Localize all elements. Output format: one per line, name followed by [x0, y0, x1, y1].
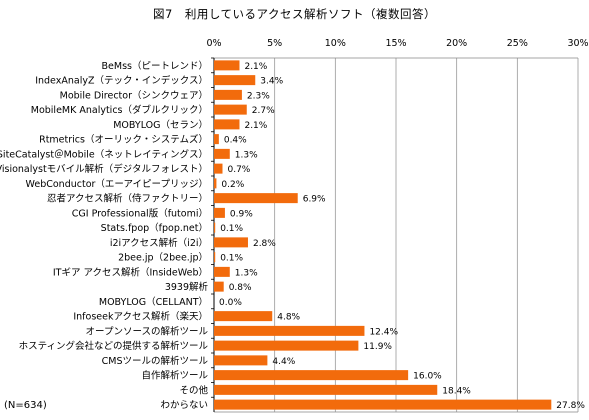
x-tick-label: 20% [446, 38, 467, 49]
category-label: Mobile Director（シンクウェア） [60, 89, 208, 101]
bar [214, 384, 438, 395]
bar [214, 399, 552, 410]
value-label: 0.2% [221, 180, 244, 190]
value-label: 4.4% [272, 357, 295, 367]
value-label: 0.7% [227, 165, 250, 175]
sample-size-note: (N=634) [4, 400, 47, 411]
category-label: その他 [179, 384, 208, 396]
x-tick-label: 5% [267, 38, 282, 49]
value-label: 0.8% [229, 283, 252, 293]
value-label: 0.4% [224, 136, 247, 146]
value-label: 2.8% [253, 239, 276, 249]
bar [214, 163, 223, 174]
value-label: 0.9% [230, 209, 253, 219]
value-label: 2.3% [247, 91, 270, 101]
category-label: 自作解析ツール [141, 370, 208, 382]
value-label: 2.7% [252, 106, 275, 116]
value-label: 0.1% [220, 254, 243, 264]
value-label: 0.1% [220, 224, 243, 234]
category-label: 2bee.jp（2bee.jp） [118, 252, 208, 264]
category-label: Infoseekアクセス解析（楽天） [73, 311, 208, 323]
bar [214, 89, 242, 100]
category-label: Visionalystモバイル解析（デジタルフォレスト） [0, 163, 208, 175]
x-tick-label: 30% [567, 38, 588, 49]
value-label: 27.8% [556, 401, 585, 411]
bar [214, 207, 225, 218]
x-tick-label: 0% [206, 38, 221, 49]
bar [214, 60, 240, 71]
value-label: 1.3% [235, 150, 258, 160]
value-label: 3.4% [260, 77, 283, 87]
category-label: 3939解析 [165, 281, 209, 293]
bar [214, 193, 298, 204]
category-label: 忍者アクセス解析（侍ファクトリー） [47, 193, 208, 205]
category-label: Rtmetrics（オーリック・システムズ） [39, 134, 208, 146]
category-label: オープンソースの解析ツール [86, 325, 209, 337]
value-label: 18.4% [442, 386, 471, 396]
bar [214, 104, 247, 115]
bar [214, 281, 224, 292]
bar [214, 134, 219, 145]
category-label: WebConductor（エーアイピープリッジ） [26, 178, 208, 190]
chart-title: 図7 利用しているアクセス解析ソフト（複数回答） [153, 7, 436, 21]
value-label: 12.4% [369, 327, 398, 337]
x-tick-label: 15% [385, 38, 406, 49]
category-label: BeMss（ピートレンド） [102, 60, 208, 72]
value-label: 0.0% [219, 298, 242, 308]
bar [214, 148, 230, 159]
category-label: CGI Professional版（futomi） [72, 207, 208, 219]
category-label: MobileMK Analytics（ダブルクリック） [31, 104, 208, 116]
bar [214, 252, 216, 263]
value-label: 4.8% [277, 313, 300, 323]
bar [214, 237, 248, 248]
bar [214, 311, 273, 322]
bar [214, 355, 268, 366]
value-label: 6.9% [303, 195, 326, 205]
category-label: i2iアクセス解析（i2i） [110, 237, 208, 249]
category-label: IndexAnalyZ（テック・インデックス） [35, 75, 208, 87]
bar [214, 119, 240, 130]
category-label: わからない [160, 400, 208, 411]
category-label: ITギア アクセス解析（InsideWeb） [53, 266, 208, 278]
bar [214, 178, 217, 189]
x-tick-label: 10% [325, 38, 346, 49]
category-label: MOBYLOG（CELLANT） [99, 296, 208, 308]
bar [214, 266, 230, 277]
bar [214, 222, 216, 233]
category-label: Stats.fpop（fpop.net） [101, 222, 208, 234]
value-label: 2.1% [244, 121, 267, 131]
category-label: CMSツールの解析ツール [102, 355, 209, 367]
value-label: 16.0% [413, 372, 442, 382]
bar [214, 370, 409, 381]
value-label: 2.1% [244, 62, 267, 72]
x-tick-label: 25% [507, 38, 528, 49]
category-label: MOBYLOG（セラン） [113, 119, 208, 131]
bar [214, 325, 365, 336]
value-label: 11.9% [363, 342, 392, 352]
category-label: SiteCatalyst＠Mobile（ネットレイティングス） [0, 148, 208, 160]
category-label: ホスティング会社などの提供する解析ツール [19, 340, 209, 352]
bar [214, 340, 359, 351]
value-label: 1.3% [235, 268, 258, 278]
bar [214, 75, 256, 86]
